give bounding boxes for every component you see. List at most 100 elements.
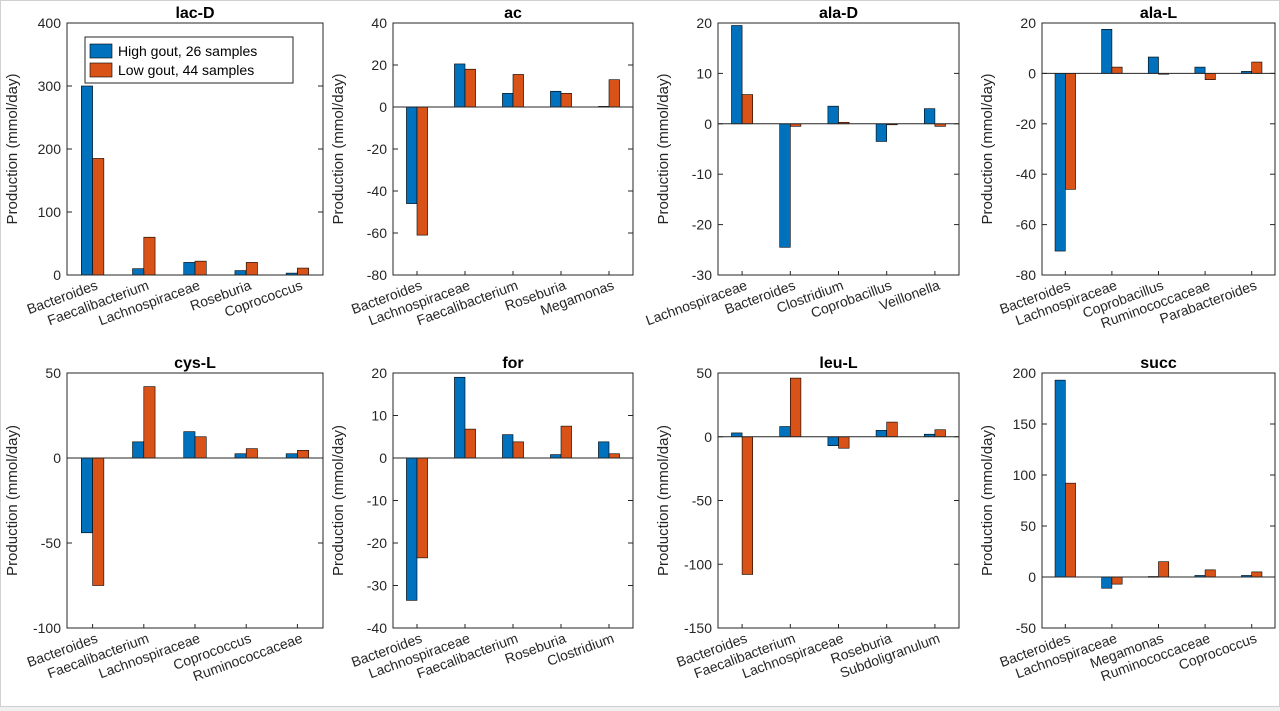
chart-5-plot-area — [393, 373, 633, 628]
chart-6-panel: leu-L Production (mmol/day) -150 -100 -50 0 50… — [655, 355, 960, 681]
chart-5-bar-high-3 — [550, 454, 562, 459]
chart-0-bar-low-0 — [92, 158, 105, 276]
chart-2-panel: ala-D Production (mmol/day) -30 -20 -10 0 10 20… — [643, 5, 960, 328]
chart-5-bar-high-2 — [502, 434, 514, 459]
legend-label-low: Low gout, 44 samples — [118, 62, 254, 78]
chart-7-bar-high-1 — [1101, 576, 1113, 589]
chart-4-bar-high-0 — [81, 457, 93, 534]
chart-6-bar-high-3 — [875, 430, 888, 438]
chart-0-bar-high-3 — [234, 270, 247, 276]
chart-1-bar-low-1 — [464, 68, 476, 108]
chart-3-ytick-label: -80 — [1016, 267, 1036, 283]
chart-2-ytick-label: -20 — [692, 217, 712, 233]
chart-0-ytick-label: 0 — [53, 267, 61, 283]
chart-4-plot-area — [67, 373, 323, 628]
chart-5-axes-box — [392, 372, 634, 629]
chart-0-axes-box — [66, 22, 324, 276]
chart-4-bar-low-4 — [297, 450, 309, 459]
chart-5-title: for — [502, 355, 523, 372]
chart-7-ytick-label: 200 — [1013, 365, 1037, 381]
chart-5-bar-low-2 — [512, 441, 524, 459]
chart-5-ytick-label: 20 — [371, 365, 387, 381]
chart-1-bar-low-4 — [608, 79, 620, 108]
chart-7-bar-low-3 — [1204, 569, 1216, 578]
chart-6-ytick-label: 50 — [696, 365, 712, 381]
chart-3-bar-high-2 — [1147, 56, 1159, 74]
chart-6-ytick-label: -150 — [684, 620, 712, 636]
chart-5-ytick-label: 10 — [371, 408, 387, 424]
legend-swatch-high — [89, 43, 113, 59]
chart-1-bar-high-2 — [502, 93, 514, 108]
chart-0-bar-high-0 — [81, 85, 93, 276]
chart-7-ytick-label: 0 — [1028, 569, 1036, 585]
chart-7-bar-low-2 — [1158, 561, 1170, 578]
chart-2-ytick-label: 20 — [696, 15, 712, 31]
chart-0-bar-high-1 — [132, 268, 145, 276]
chart-3-panel: ala-L Production (mmol/day) -80 -60 -40 -20 0 2… — [979, 5, 1276, 331]
chart-5-ytick-label: -10 — [367, 493, 387, 509]
chart-1-bar-high-3 — [550, 90, 562, 108]
chart-6-bar-low-3 — [886, 421, 898, 438]
chart-2-ytick-label: 10 — [696, 65, 712, 81]
chart-1-ylabel: Production (mmol/day) — [330, 74, 347, 225]
chart-1-ytick-label: 0 — [379, 99, 387, 115]
chart-2-ytick-label: -30 — [692, 267, 712, 283]
chart-0-bar-high-2 — [183, 262, 196, 276]
chart-4-bar-high-3 — [234, 453, 247, 459]
chart-7-ytick-label: 150 — [1013, 416, 1037, 432]
chart-2-bar-high-1 — [779, 123, 791, 248]
chart-4-ytick-label: -50 — [41, 535, 61, 551]
legend-box — [84, 36, 294, 84]
chart-3-bar-high-0 — [1054, 73, 1066, 252]
chart-1-plot-area — [393, 23, 633, 275]
chart-6-bar-low-4 — [934, 429, 946, 438]
chart-4-axes-box — [66, 372, 324, 629]
chart-2-bar-low-0 — [741, 94, 754, 125]
legend: High gout, 26 samples Low gout, 44 sample… — [84, 36, 294, 84]
chart-2-bar-high-4 — [923, 108, 936, 125]
chart-3-ytick-label: -60 — [1016, 217, 1036, 233]
chart-1-bar-low-0 — [416, 106, 428, 236]
chart-7-panel: succ Production (mmol/day) -50 0 50 100 150 200… — [979, 355, 1276, 684]
chart-4-ytick-label: -100 — [33, 620, 61, 636]
chart-3-ytick-label: 0 — [1028, 65, 1036, 81]
chart-0-ytick-label: 200 — [38, 141, 62, 157]
chart-4-bar-low-2 — [194, 436, 207, 459]
chart-3-bar-low-4 — [1251, 61, 1263, 74]
chart-5-ytick-label: -20 — [367, 535, 387, 551]
chart-0-ytick-label: 300 — [38, 78, 62, 94]
chart-0-bar-low-3 — [245, 262, 258, 276]
chart-2-bar-high-3 — [875, 123, 888, 142]
chart-1-ytick-label: 20 — [371, 57, 387, 73]
chart-7-bar-low-1 — [1111, 576, 1123, 585]
chart-5-ytick-label: -30 — [367, 578, 387, 594]
chart-3-ytick-label: -40 — [1016, 166, 1036, 182]
chart-3-bar-high-1 — [1101, 28, 1113, 74]
chart-4-bar-low-0 — [92, 457, 105, 586]
chart-3-ylabel: Production (mmol/day) — [979, 74, 996, 225]
chart-1-panel: ac Production (mmol/day) -80 -60 -40 -20 0 20 40… — [330, 5, 634, 328]
chart-1-bar-low-2 — [512, 74, 524, 108]
chart-1-bar-high-0 — [406, 106, 418, 204]
chart-2-ylabel: Production (mmol/day) — [655, 74, 672, 225]
chart-7-ytick-label: 100 — [1013, 467, 1037, 483]
chart-3-ytick-label: 20 — [1020, 15, 1036, 31]
chart-7-bar-high-0 — [1054, 379, 1066, 578]
chart-2-ytick-label: -10 — [692, 166, 712, 182]
chart-1-bar-low-3 — [560, 93, 572, 108]
chart-5-bar-high-4 — [598, 441, 610, 459]
chart-4-ytick-label: 0 — [53, 450, 61, 466]
chart-1-ytick-label: 40 — [371, 15, 387, 31]
chart-6-bar-high-1 — [779, 426, 791, 438]
chart-6-bar-high-2 — [827, 436, 839, 446]
chart-6-bar-low-2 — [838, 436, 850, 449]
chart-0-ylabel: Production (mmol/day) — [4, 74, 21, 225]
chart-6-ytick-label: -100 — [684, 556, 712, 572]
chart-6-plot-area — [718, 373, 959, 628]
chart-4-ylabel: Production (mmol/day) — [4, 425, 21, 576]
chart-2-title: ala-D — [819, 5, 858, 22]
chart-2-axes-box — [717, 22, 960, 276]
